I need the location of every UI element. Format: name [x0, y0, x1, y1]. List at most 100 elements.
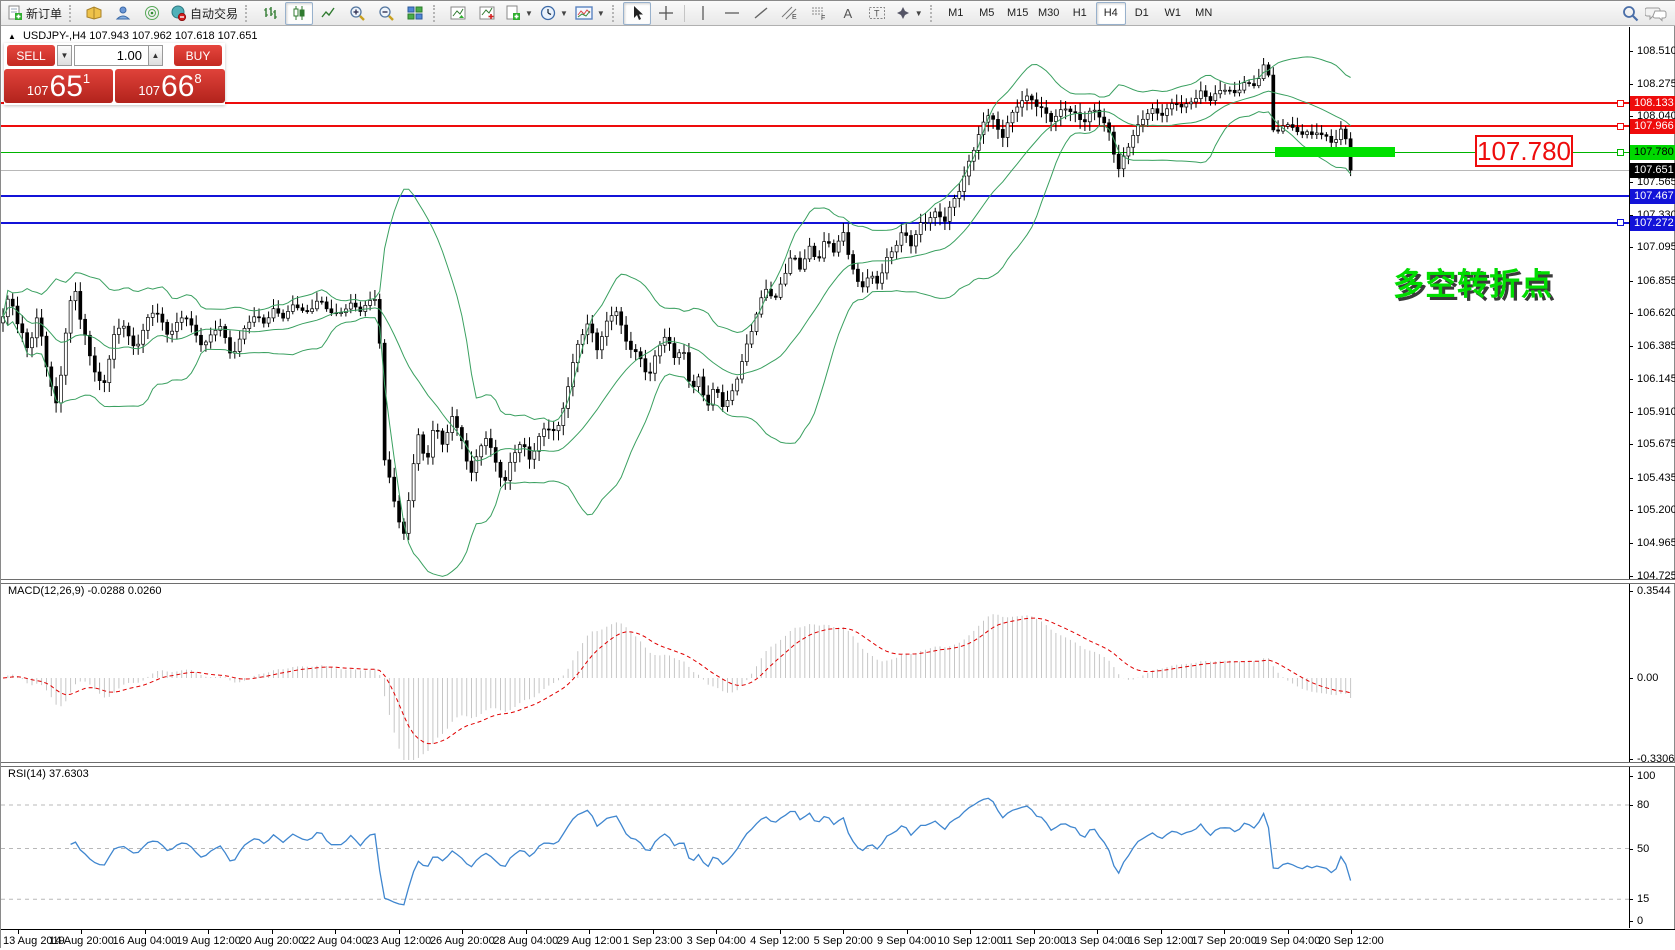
- bid-prefix: 107: [26, 83, 49, 98]
- rsi-splitter[interactable]: [1, 762, 1675, 767]
- market-watch-button[interactable]: [109, 2, 137, 25]
- label-tool-button[interactable]: T: [863, 2, 891, 25]
- timeframe-button-m30[interactable]: M30: [1038, 7, 1060, 19]
- macd-splitter[interactable]: [1, 579, 1675, 584]
- shapes-tool-button[interactable]: ▼: [892, 2, 926, 25]
- vline-tool-button[interactable]: [689, 2, 717, 25]
- add-indicator-button[interactable]: ▼: [502, 2, 536, 25]
- chart-title: ▲ USDJPY-,H4 107.943 107.962 107.618 107…: [8, 30, 257, 42]
- zoom-out-button[interactable]: [372, 2, 400, 25]
- sell-button[interactable]: SELL: [7, 45, 55, 66]
- date-tick: [271, 930, 273, 934]
- cursor-icon: [633, 6, 643, 20]
- fibonacci-tool-button[interactable]: F: [805, 2, 833, 25]
- history-center-button[interactable]: [80, 2, 108, 25]
- volume-decrease-button[interactable]: ▼: [57, 45, 72, 66]
- timeframe-button-h1[interactable]: H1: [1072, 7, 1087, 19]
- date-tick: [398, 930, 400, 934]
- toolbar-grip: [69, 4, 76, 22]
- timeframe-button-h4[interactable]: H4: [1095, 1, 1126, 25]
- support-highlight-band: [1275, 147, 1395, 158]
- timeframe-button-w1[interactable]: W1: [1164, 7, 1181, 19]
- indicator-window-button[interactable]: [444, 2, 472, 25]
- price-tick: [1629, 345, 1633, 347]
- bid-main: 65: [49, 70, 83, 103]
- bid-price-button[interactable]: 107 65 1: [4, 69, 113, 103]
- trendline-tool-button[interactable]: [747, 2, 775, 25]
- line-chart-button[interactable]: [314, 2, 342, 25]
- zoom-in-button[interactable]: [343, 2, 371, 25]
- price-badge-red: 107.966: [1630, 119, 1675, 135]
- user-icon: [115, 6, 131, 20]
- signal-icon: [145, 6, 160, 20]
- date-tick: [652, 930, 654, 934]
- crosshair-tool-button[interactable]: [652, 2, 680, 25]
- chat-icon[interactable]: [1645, 5, 1667, 22]
- period-button[interactable]: ▼: [537, 2, 571, 25]
- ask-price-button[interactable]: 107 66 8: [115, 69, 225, 103]
- date-label: 13 Aug 2019: [3, 935, 65, 947]
- text-tool-button[interactable]: A: [834, 2, 862, 25]
- timeframe-button-mn[interactable]: MN: [1195, 7, 1213, 19]
- price-tick: [1629, 510, 1633, 512]
- bar-chart-button[interactable]: [256, 2, 284, 25]
- level-line-107.966: [1, 125, 1629, 128]
- price-tick-label: 106.145: [1637, 373, 1675, 386]
- date-label: 1 Sep 23:00: [623, 935, 683, 947]
- tile-windows-button[interactable]: [401, 2, 429, 25]
- date-tick: [779, 930, 781, 934]
- cursor-tool-button[interactable]: [622, 1, 651, 25]
- template-button[interactable]: ▼: [572, 2, 608, 25]
- timeframe-button-m5[interactable]: M5: [979, 7, 995, 19]
- volume-increase-button[interactable]: ▲: [148, 45, 163, 66]
- indicator-window2-button[interactable]: [473, 2, 501, 25]
- date-label: 4 Sep 12:00: [750, 935, 810, 947]
- ask-pip: 8: [194, 71, 202, 86]
- date-label: 14 Aug 20:00: [49, 935, 114, 947]
- timeframe-button-m15[interactable]: M15: [1007, 7, 1029, 19]
- date-axis[interactable]: 13 Aug 2019 14 Aug 20:00 16 Aug 04:00 19 Au…: [1, 929, 1675, 950]
- date-tick: [843, 930, 845, 934]
- date-label: 11 Sep 20:00: [1001, 935, 1066, 947]
- chart-symbol: USDJPY-,H4: [22, 30, 87, 42]
- date-tick: [1224, 930, 1226, 934]
- new-order-icon: [8, 5, 22, 20]
- timeframe-button-m1[interactable]: M1: [948, 7, 964, 19]
- autotrade-button[interactable]: 自动交易: [167, 2, 241, 25]
- price-tick: [1629, 576, 1633, 577]
- line-chart-icon: [321, 7, 335, 18]
- dropdown-caret-icon: ▼: [596, 8, 605, 18]
- ask-prefix: 107: [138, 83, 161, 98]
- date-tick: [462, 930, 464, 934]
- candle-chart-button[interactable]: [285, 1, 314, 25]
- level-line-107.467: [1, 194, 1629, 197]
- date-label: 10 Sep 12:00: [937, 935, 1003, 947]
- collapse-arrow-icon[interactable]: ▲: [8, 32, 16, 41]
- volume-input[interactable]: 1.00: [74, 45, 149, 66]
- price-tick: [1629, 182, 1633, 184]
- hline-tool-button[interactable]: [718, 2, 746, 25]
- signals-button[interactable]: [138, 2, 166, 25]
- channel-tool-button[interactable]: E: [776, 2, 804, 25]
- date-tick: [716, 930, 718, 934]
- level-line-107.272: [1, 221, 1629, 224]
- date-label: 20 Aug 20:00: [239, 935, 305, 947]
- timeframe-button-d1[interactable]: D1: [1134, 7, 1149, 19]
- main-toolbar: 新订单 自动交易 ▼ ▼: [1, 1, 1675, 26]
- search-icon[interactable]: [1622, 5, 1639, 22]
- rsi-scale-label: 0: [1637, 915, 1644, 927]
- rsi-label: RSI(14) 37.6303: [8, 768, 89, 780]
- date-tick: [970, 930, 972, 934]
- date-label: 17 Sep 20:00: [1191, 935, 1257, 947]
- text-tool-icon: A: [843, 5, 853, 21]
- price-tick: [1629, 247, 1633, 249]
- candle-chart-icon: [293, 6, 305, 20]
- price-tick-label: 106.855: [1637, 274, 1675, 287]
- price-badge-current: 107.651: [1630, 163, 1675, 179]
- buy-button[interactable]: BUY: [174, 45, 222, 66]
- new-order-button[interactable]: 新订单: [4, 2, 65, 25]
- zoom-in-icon: [349, 6, 365, 21]
- crosshair-icon: [658, 6, 673, 20]
- price-tick-label: 107.565: [1637, 176, 1675, 189]
